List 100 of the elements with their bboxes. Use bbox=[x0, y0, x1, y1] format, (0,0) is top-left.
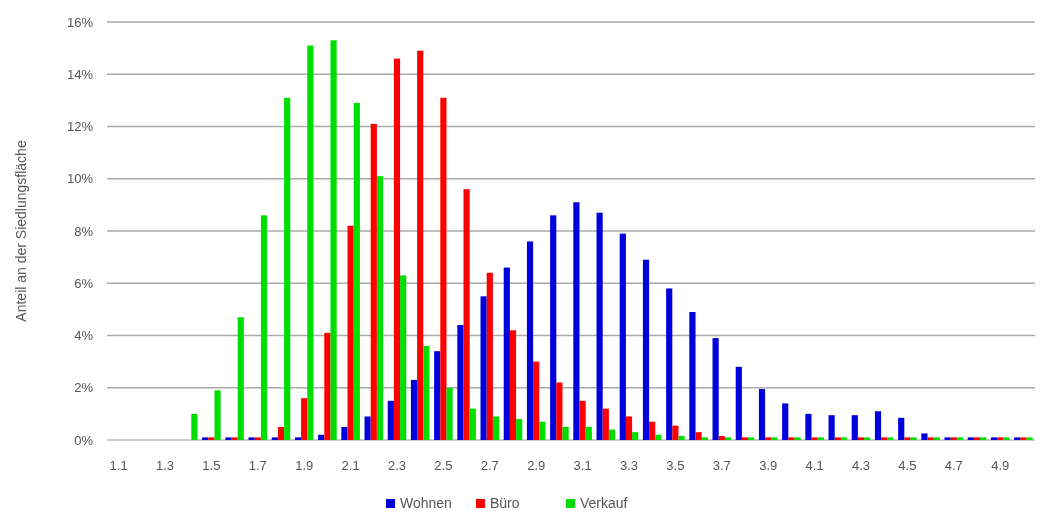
bar bbox=[550, 215, 557, 440]
bar bbox=[990, 437, 998, 440]
bar bbox=[608, 429, 616, 440]
bar bbox=[526, 241, 534, 440]
bar bbox=[330, 40, 337, 440]
bar bbox=[307, 45, 314, 440]
bar bbox=[834, 437, 841, 440]
bar bbox=[672, 425, 679, 440]
legend-label: Wohnen bbox=[400, 495, 452, 511]
bar bbox=[214, 390, 221, 440]
bar bbox=[695, 432, 702, 440]
bar bbox=[864, 437, 871, 440]
bar bbox=[596, 212, 603, 440]
legend-label: Büro bbox=[490, 495, 520, 511]
bar bbox=[718, 436, 725, 440]
x-tick-label: 2.5 bbox=[434, 458, 453, 473]
y-tick-label: 6% bbox=[74, 275, 94, 291]
y-tick-label: 12% bbox=[66, 119, 94, 135]
bar bbox=[446, 387, 453, 440]
bar bbox=[539, 421, 546, 440]
bar bbox=[980, 437, 987, 440]
bar bbox=[904, 437, 911, 440]
bar bbox=[237, 317, 244, 440]
bar bbox=[1020, 437, 1027, 440]
bar bbox=[649, 421, 656, 440]
bar bbox=[857, 437, 865, 440]
bar bbox=[967, 437, 974, 440]
bar bbox=[271, 437, 278, 440]
bar bbox=[788, 437, 795, 440]
bar bbox=[828, 415, 835, 440]
bar bbox=[765, 437, 772, 440]
x-tick-label: 4.5 bbox=[898, 458, 917, 473]
bar bbox=[632, 432, 639, 440]
bar bbox=[724, 437, 732, 440]
bar bbox=[758, 389, 766, 440]
bar bbox=[440, 97, 447, 440]
bar bbox=[277, 426, 285, 440]
legend-label: Verkauf bbox=[580, 495, 628, 511]
bar bbox=[712, 338, 719, 440]
bar bbox=[997, 437, 1004, 440]
bar bbox=[509, 330, 517, 440]
bar bbox=[486, 272, 493, 440]
bar bbox=[956, 437, 964, 440]
y-tick-label: 0% bbox=[74, 432, 94, 448]
y-tick-label: 16% bbox=[66, 14, 94, 30]
bar bbox=[434, 351, 441, 440]
bar bbox=[933, 437, 940, 440]
bar bbox=[393, 58, 401, 440]
bar bbox=[881, 437, 888, 440]
y-axis-title: Anteil an der Siedlungsfläche bbox=[13, 140, 29, 322]
bar bbox=[341, 426, 348, 440]
bar bbox=[376, 176, 384, 440]
bar bbox=[191, 413, 198, 440]
bar bbox=[562, 426, 569, 440]
bar bbox=[898, 417, 905, 440]
bar bbox=[805, 413, 812, 440]
bar bbox=[771, 437, 778, 440]
bar bbox=[874, 411, 882, 440]
bar bbox=[301, 398, 308, 440]
x-tick-label: 4.3 bbox=[851, 458, 871, 473]
x-tick-label: 2.3 bbox=[387, 458, 407, 473]
bar bbox=[370, 123, 377, 440]
bar bbox=[678, 436, 685, 440]
bar bbox=[294, 437, 302, 440]
bar bbox=[353, 102, 360, 440]
bar bbox=[423, 345, 430, 440]
x-tick-label: 3.7 bbox=[712, 458, 731, 473]
x-tick-label: 4.9 bbox=[991, 458, 1010, 473]
bar bbox=[782, 403, 789, 440]
bar bbox=[556, 382, 563, 440]
bar bbox=[208, 437, 215, 440]
bar bbox=[927, 437, 934, 440]
x-tick-label: 3.3 bbox=[619, 458, 639, 473]
x-tick-label: 1.5 bbox=[202, 458, 221, 473]
y-tick-label: 4% bbox=[74, 328, 94, 344]
bar bbox=[387, 400, 394, 440]
bar bbox=[619, 233, 626, 440]
bar bbox=[655, 434, 662, 440]
bar bbox=[794, 437, 801, 440]
bar bbox=[689, 311, 696, 440]
bar bbox=[921, 433, 928, 440]
bar bbox=[625, 416, 633, 440]
bar bbox=[400, 275, 407, 440]
bar bbox=[324, 332, 331, 440]
bar bbox=[492, 416, 500, 440]
x-tick-label: 4.1 bbox=[805, 458, 824, 473]
x-tick-label: 2.7 bbox=[480, 458, 499, 473]
bar bbox=[748, 437, 755, 440]
bar bbox=[347, 225, 354, 440]
x-tick-label: 1.1 bbox=[109, 458, 128, 473]
bar bbox=[463, 189, 470, 440]
bar bbox=[840, 437, 848, 440]
y-tick-label: 2% bbox=[74, 380, 94, 396]
bar bbox=[735, 366, 742, 440]
bar bbox=[973, 437, 981, 440]
bar bbox=[503, 267, 510, 440]
bar bbox=[533, 361, 540, 440]
bar bbox=[573, 202, 580, 440]
x-tick-label: 1.7 bbox=[248, 458, 267, 473]
bar bbox=[225, 437, 232, 440]
